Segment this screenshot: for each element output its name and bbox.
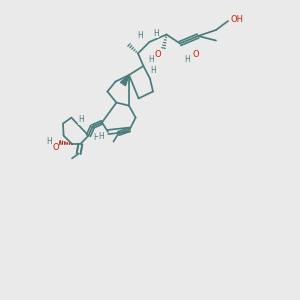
Text: H: H <box>184 56 190 64</box>
Text: H: H <box>46 137 52 146</box>
Text: O: O <box>192 50 199 58</box>
Text: H: H <box>151 66 157 75</box>
Text: H: H <box>148 56 154 64</box>
Text: H: H <box>153 28 159 38</box>
Text: O: O <box>154 50 161 58</box>
Text: H: H <box>137 31 143 40</box>
Text: H: H <box>78 116 84 124</box>
Text: OH: OH <box>230 15 244 24</box>
Text: O: O <box>52 142 59 152</box>
Polygon shape <box>121 75 129 86</box>
Text: H: H <box>94 134 100 142</box>
Text: H: H <box>98 132 104 141</box>
